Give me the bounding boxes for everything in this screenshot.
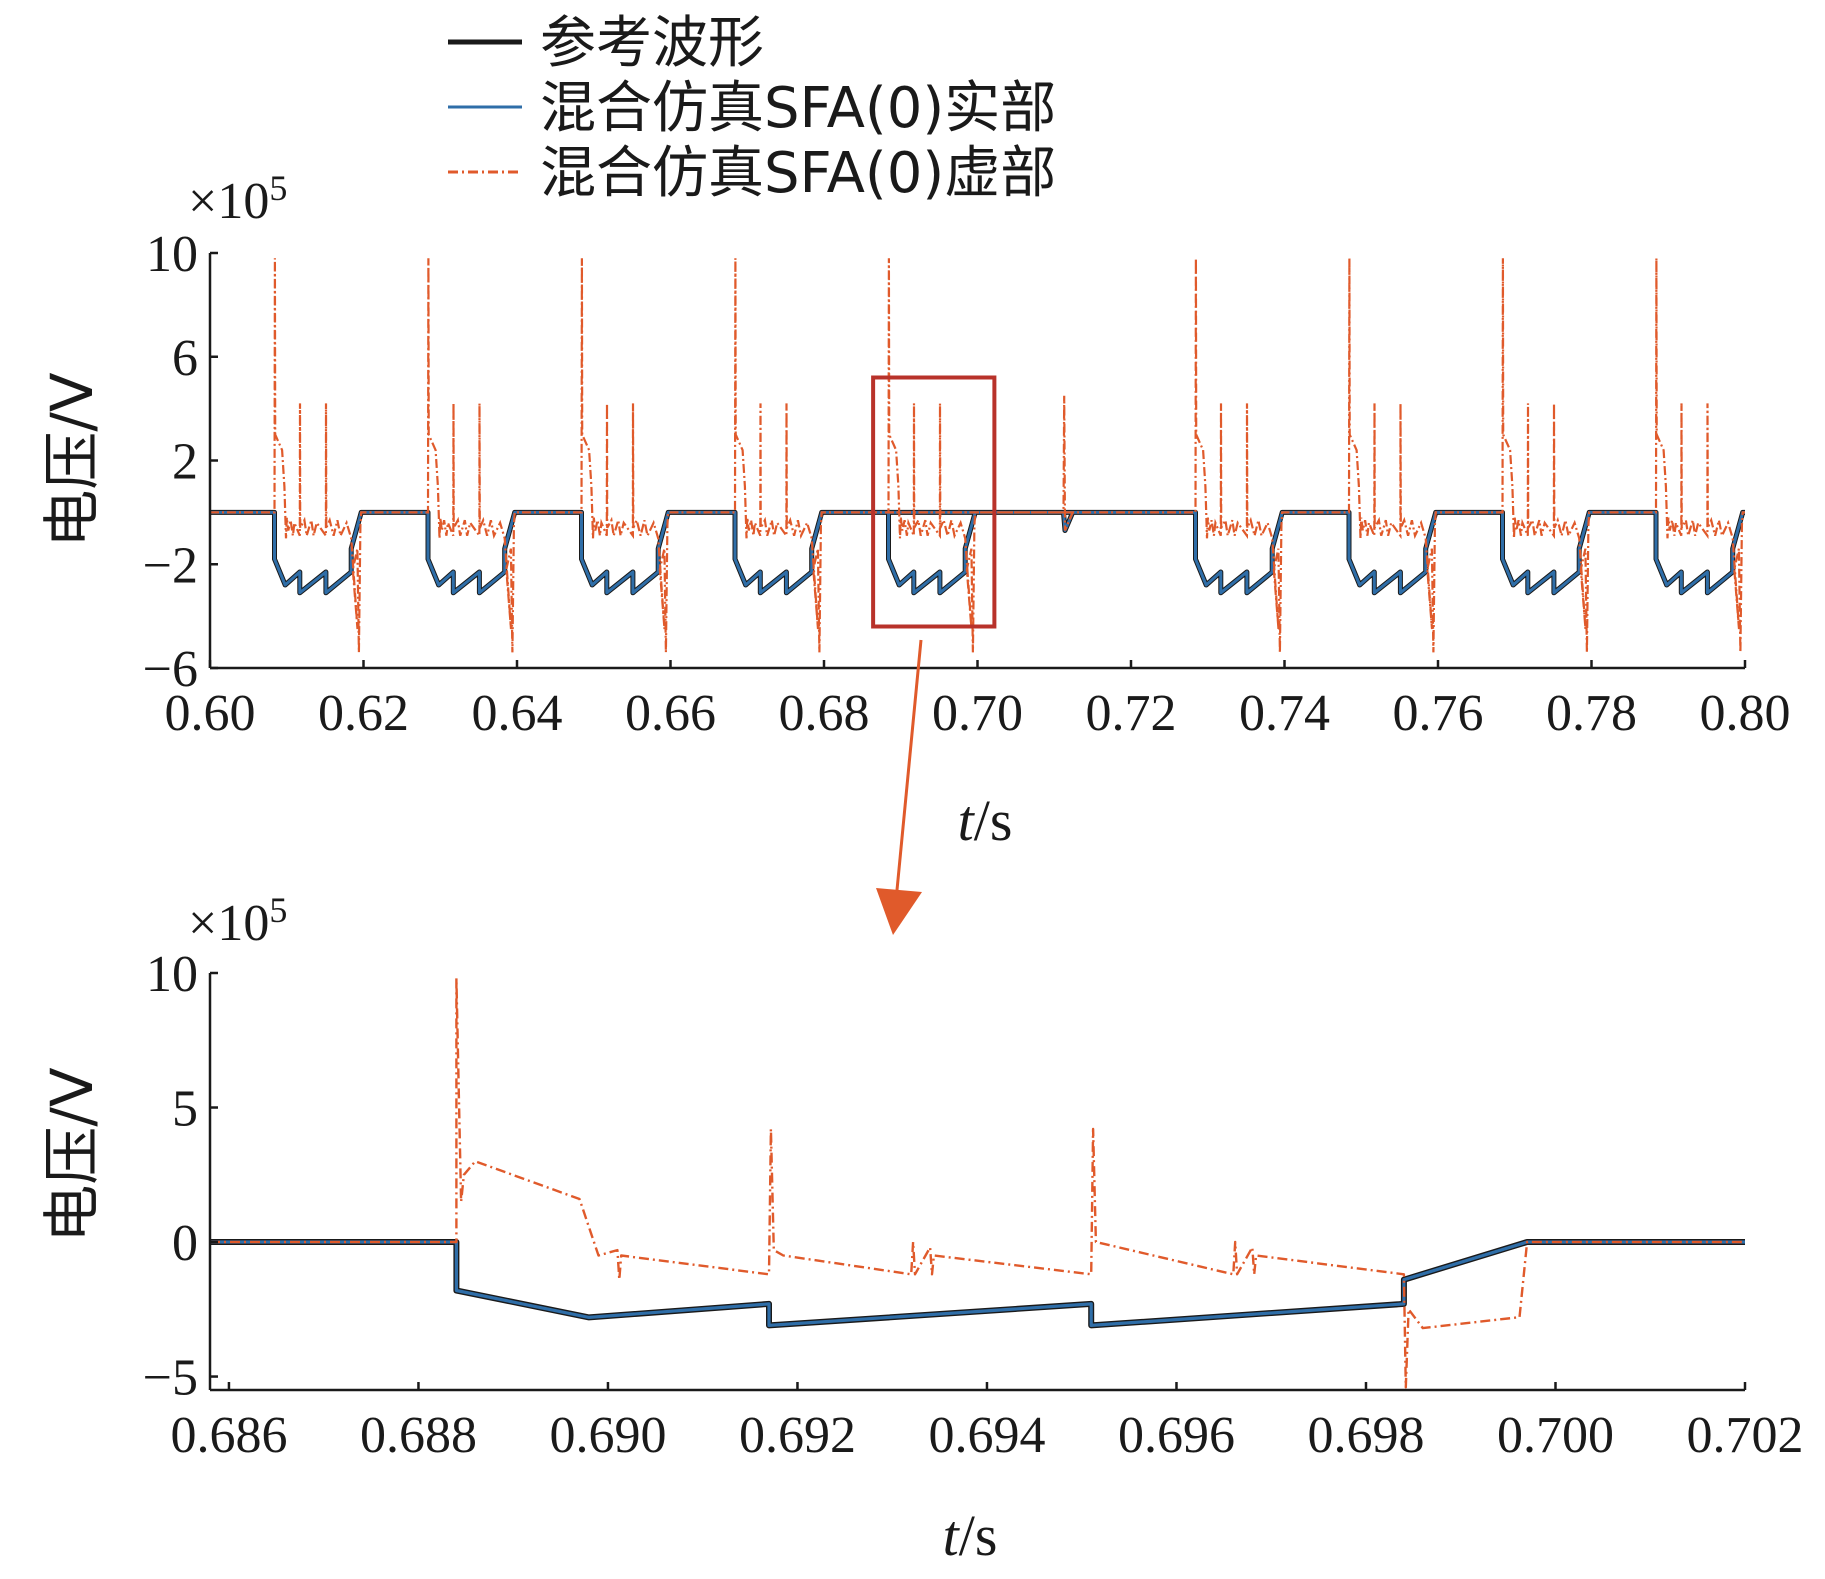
bottom-multiplier: ×105 bbox=[188, 890, 287, 952]
top-xtick-label: 0.70 bbox=[932, 685, 1023, 742]
bottom-multiplier-exp: 5 bbox=[269, 890, 287, 930]
top-series-real bbox=[210, 510, 1745, 595]
top-xtick-label: 0.60 bbox=[165, 685, 256, 742]
top-xtick-label: 0.72 bbox=[1086, 685, 1177, 742]
top-xtick-label: 0.76 bbox=[1393, 685, 1484, 742]
top-ytick-label: 10 bbox=[146, 226, 198, 283]
bottom-xtick-label: 0.686 bbox=[170, 1407, 287, 1464]
bottom-panel: ×105 0.686 0.688 0.690 0.692 0.694 0.696 0.698… bbox=[38, 890, 1804, 1568]
top-series-imag bbox=[210, 258, 1745, 653]
top-xtick-label: 0.64 bbox=[472, 685, 563, 742]
top-ytick-label: 6 bbox=[172, 330, 198, 387]
bottom-ytick-label: −5 bbox=[143, 1350, 198, 1407]
zoom-highlight-box bbox=[871, 375, 997, 629]
bottom-xtick-label: 0.688 bbox=[360, 1407, 477, 1464]
bottom-series-imag bbox=[210, 977, 1745, 1389]
top-xlabel-unit: /s bbox=[974, 788, 1013, 853]
bottom-plot-area bbox=[210, 977, 1745, 1389]
bottom-axes: 0.686 0.688 0.690 0.692 0.694 0.696 0.698 0.700… bbox=[143, 946, 1804, 1464]
top-ytick-label: 2 bbox=[172, 434, 198, 491]
zoom-arrow-head bbox=[876, 888, 922, 935]
bottom-multiplier-prefix: ×10 bbox=[188, 895, 269, 952]
bottom-xlabel-t: t bbox=[943, 1503, 961, 1568]
top-xlabel-t: t bbox=[958, 788, 976, 853]
top-multiplier-exp: 5 bbox=[269, 168, 287, 208]
bottom-series-real bbox=[210, 1240, 1745, 1327]
bottom-xtick-label: 0.700 bbox=[1497, 1407, 1614, 1464]
bottom-xtick-label: 0.690 bbox=[549, 1407, 666, 1464]
bottom-xtick-label: 0.702 bbox=[1687, 1407, 1804, 1464]
bottom-xtick-label: 0.692 bbox=[739, 1407, 856, 1464]
bottom-ytick-label: 5 bbox=[172, 1081, 198, 1138]
zoom-arrow-shaft bbox=[895, 639, 923, 891]
top-xlabel: t/s bbox=[958, 788, 1013, 853]
top-xtick-label: 0.80 bbox=[1700, 685, 1791, 742]
zoom-arrow bbox=[876, 639, 923, 935]
top-panel: ×105 0.60 0.62 0.64 0.66 0.68 0.70 0.72 0.74 0.7… bbox=[38, 168, 1791, 853]
top-xtick-label: 0.62 bbox=[318, 685, 409, 742]
top-ytick-label: −6 bbox=[143, 641, 198, 698]
bottom-xtick-label: 0.694 bbox=[928, 1407, 1045, 1464]
top-multiplier-prefix: ×10 bbox=[188, 173, 269, 230]
top-ytick-label: −2 bbox=[143, 537, 198, 594]
top-axes: 0.60 0.62 0.64 0.66 0.68 0.70 0.72 0.74 0.76 0.78… bbox=[143, 226, 1791, 742]
top-xtick-label: 0.78 bbox=[1546, 685, 1637, 742]
bottom-xlabel-unit: /s bbox=[959, 1503, 998, 1568]
top-multiplier: ×105 bbox=[188, 168, 287, 230]
top-ylabel: 电压/V bbox=[38, 372, 106, 548]
top-plot-area bbox=[210, 258, 1746, 653]
bottom-ylabel: 电压/V bbox=[38, 1067, 106, 1243]
legend: 参考波形 混合仿真SFA(0)实部 混合仿真SFA(0)虚部 bbox=[448, 11, 1056, 206]
legend-label-real: 混合仿真SFA(0)实部 bbox=[540, 76, 1056, 141]
bottom-ytick-label: 10 bbox=[146, 946, 198, 1003]
top-xtick-label: 0.74 bbox=[1239, 685, 1330, 742]
legend-label-reference: 参考波形 bbox=[540, 11, 764, 76]
bottom-ytick-label: 0 bbox=[172, 1215, 198, 1272]
top-xtick-label: 0.66 bbox=[625, 685, 716, 742]
bottom-xtick-label: 0.696 bbox=[1118, 1407, 1235, 1464]
bottom-xtick-label: 0.698 bbox=[1307, 1407, 1424, 1464]
bottom-xlabel: t/s bbox=[943, 1503, 998, 1568]
top-xtick-label: 0.68 bbox=[779, 685, 870, 742]
legend-label-imag: 混合仿真SFA(0)虚部 bbox=[540, 141, 1056, 206]
